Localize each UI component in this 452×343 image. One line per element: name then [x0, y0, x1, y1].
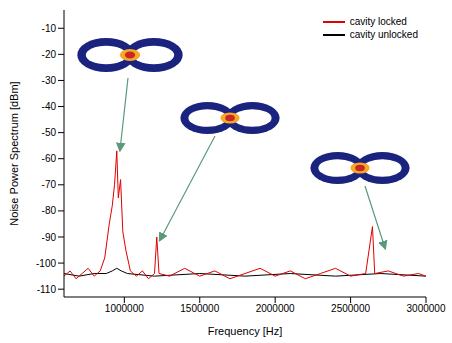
svg-text:-20: -20 [42, 49, 57, 60]
html-text:cavity locked: cavity locked [349, 16, 407, 27]
svg-text:3000000: 3000000 [407, 303, 446, 314]
html-text:cavity unlocked: cavity unlocked [349, 29, 418, 40]
svg-text:2000000: 2000000 [256, 303, 295, 314]
svg-text:-70: -70 [42, 179, 57, 190]
svg-text:-100: -100 [36, 258, 56, 269]
svg-text:-40: -40 [42, 101, 57, 112]
svg-text:Noise Power Spectrum [dBm]: Noise Power Spectrum [dBm] [8, 81, 20, 225]
svg-text:-110: -110 [37, 284, 57, 295]
svg-text:1500000: 1500000 [180, 303, 219, 314]
svg-text:-50: -50 [42, 127, 57, 138]
svg-text:-30: -30 [42, 75, 57, 86]
svg-text:-10: -10 [42, 23, 57, 34]
svg-text:1000000: 1000000 [105, 303, 144, 314]
svg-text:-60: -60 [42, 153, 57, 164]
svg-text:2500000: 2500000 [331, 303, 370, 314]
svg-text:-90: -90 [42, 232, 57, 243]
svg-text:-80: -80 [42, 205, 57, 216]
svg-text:Frequency [Hz]: Frequency [Hz] [208, 325, 283, 337]
